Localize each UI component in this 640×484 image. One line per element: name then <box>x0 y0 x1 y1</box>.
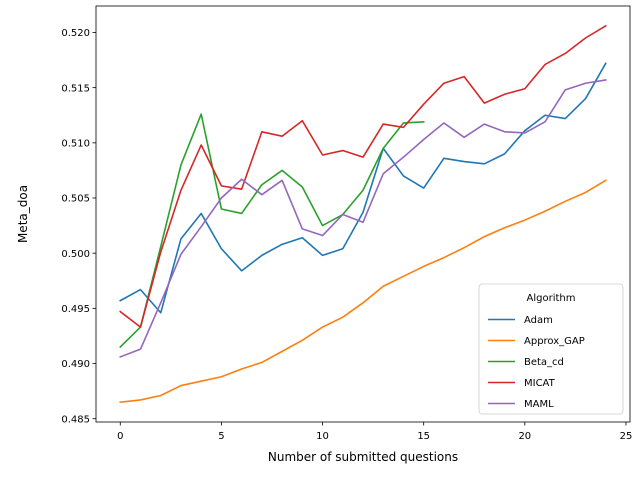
series-line-adam <box>119 62 607 314</box>
x-tick-label: 20 <box>518 431 531 442</box>
y-tick-label: 0.485 <box>61 414 90 425</box>
series-line-micat <box>119 24 607 328</box>
y-axis-label: Meta_doa <box>16 185 30 243</box>
x-tick-label: 25 <box>620 431 633 442</box>
axes-layer: 0 5 10 15 20 25 0.485 0.490 0.495 0.500 0.505 0.510… <box>61 5 633 442</box>
legend: Algorithm Adam Approx_GAP Beta_cd MICAT MAML <box>478 283 624 415</box>
x-tick-label: 0 <box>117 431 123 442</box>
y-tick-label: 0.505 <box>61 194 90 205</box>
y-tick-label: 0.515 <box>61 83 90 94</box>
y-tick-label: 0.495 <box>61 304 90 315</box>
plot-frame <box>95 5 631 423</box>
legend-box <box>478 283 624 415</box>
legend-label-beta-cd: Beta_cd <box>524 357 564 368</box>
x-axis-label: Number of submitted questions <box>268 450 458 464</box>
y-tick-label: 0.520 <box>61 28 90 39</box>
series-line-beta-cd <box>119 113 425 349</box>
legend-label-micat: MICAT <box>524 378 556 389</box>
x-tick-label: 10 <box>316 431 329 442</box>
y-tick-label: 0.510 <box>61 138 90 149</box>
y-tick-label: 0.490 <box>61 359 90 370</box>
x-tick-label: 5 <box>218 431 224 442</box>
y-tick-label: 0.500 <box>61 249 90 260</box>
series-line-approx-gap <box>119 179 607 404</box>
legend-label-maml: MAML <box>524 399 554 410</box>
series-layer <box>119 24 607 404</box>
legend-label-adam: Adam <box>524 315 553 326</box>
x-tick-label: 15 <box>417 431 430 442</box>
legend-title: Algorithm <box>527 293 576 304</box>
legend-label-approx-gap: Approx_GAP <box>524 336 585 347</box>
series-line-maml <box>119 79 607 358</box>
